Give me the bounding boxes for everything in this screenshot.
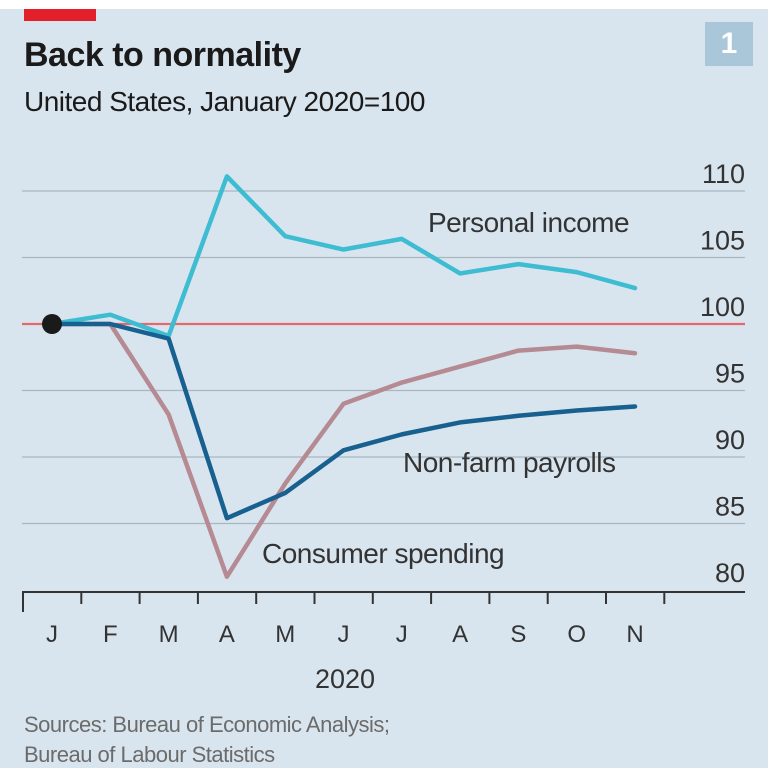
chart-number-badge: 1 <box>705 22 753 66</box>
brand-tag <box>24 9 96 21</box>
y-tick-label: 80 <box>715 558 745 588</box>
source-note: Sources: Bureau of Economic Analysis; Bu… <box>24 710 390 770</box>
x-tick-label: J <box>338 621 350 648</box>
series-label: Non-farm payrolls <box>403 447 615 478</box>
x-tick-label: J <box>46 621 58 648</box>
series-line-non-farm-payrolls <box>49 321 638 521</box>
y-tick-label: 110 <box>702 159 745 189</box>
y-tick-label: 85 <box>715 492 745 522</box>
x-tick-label: S <box>510 621 526 648</box>
x-tick-label: F <box>103 621 118 648</box>
series-label: Personal income <box>428 207 629 238</box>
y-tick-label: 90 <box>715 425 745 455</box>
chart-subtitle: United States, January 2020=100 <box>24 86 425 117</box>
source-line: Bureau of Labour Statistics <box>24 742 275 767</box>
x-tick-label: N <box>626 621 643 648</box>
series-label: Consumer spending <box>262 538 504 569</box>
x-axis-label: 2020 <box>315 664 375 694</box>
start-point-marker <box>42 314 62 334</box>
source-line: Sources: Bureau of Economic Analysis; <box>24 712 390 737</box>
y-tick-label: 105 <box>700 226 745 256</box>
y-tick-label: 95 <box>715 359 745 389</box>
x-tick-label: O <box>567 621 586 648</box>
x-tick-label: M <box>275 621 295 648</box>
x-tick-label: A <box>219 621 235 648</box>
x-tick-label: A <box>452 621 468 648</box>
chart-title: Back to normality <box>24 36 301 74</box>
x-tick-label: J <box>396 621 408 648</box>
series-line-consumer-spending <box>49 321 638 579</box>
x-tick-label: M <box>159 621 179 648</box>
series-line-personal-income <box>49 174 638 339</box>
y-tick-label: 100 <box>700 292 745 322</box>
